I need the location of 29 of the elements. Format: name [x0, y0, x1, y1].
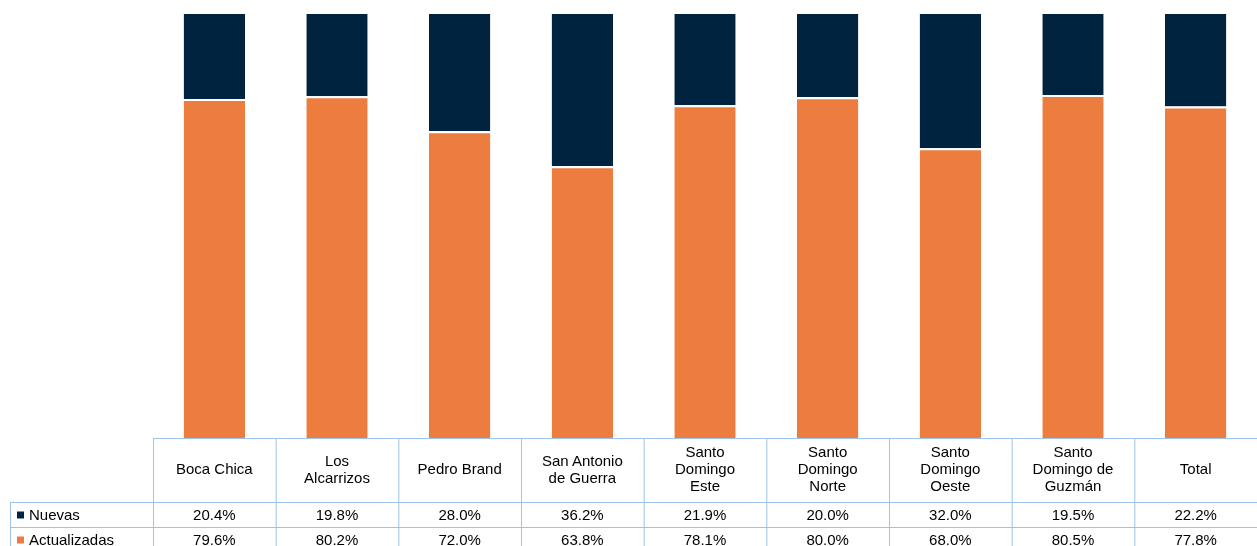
x-tick-label: Santo Domingo Norte: [797, 443, 858, 495]
data-label: 32.0%: [929, 505, 972, 523]
x-tick-label: Santo Domingo Oeste: [920, 443, 981, 495]
data-label: 78.1%: [683, 530, 727, 546]
data-label: 77.8%: [1174, 530, 1217, 546]
x-tick-label: Santo Domingo de Guzmán: [1032, 443, 1114, 495]
legend-label: Actualizadas: [29, 530, 115, 546]
data-label: 19.8%: [315, 505, 359, 523]
x-tick-label: San Antonio de Guerra: [541, 451, 623, 486]
data-label: 20.4%: [193, 505, 236, 523]
x-tick-label: Santo Domingo Este: [674, 443, 736, 495]
x-tick-label: Boca Chica: [175, 460, 254, 478]
data-label: 80.0%: [806, 530, 849, 546]
data-label: 79.6%: [193, 530, 236, 546]
data-label: 80.5%: [1051, 530, 1095, 546]
data-label: 19.5%: [1051, 505, 1095, 523]
data-label: 36.2%: [561, 505, 604, 523]
x-tick-label: Total: [1179, 460, 1212, 478]
data-label: 80.2%: [315, 530, 359, 546]
data-label: 20.0%: [806, 505, 849, 523]
x-tick-label: Los Alcarrizos: [304, 451, 370, 486]
x-tick-label: Pedro Brand: [417, 460, 502, 478]
data-label: 21.9%: [683, 505, 727, 523]
data-label: 22.2%: [1174, 505, 1217, 523]
data-label: 72.0%: [438, 530, 481, 546]
data-label: 68.0%: [929, 530, 972, 546]
legend-label: Nuevas: [29, 505, 80, 523]
data-label: 63.8%: [561, 530, 604, 546]
data-label: 28.0%: [438, 505, 481, 523]
